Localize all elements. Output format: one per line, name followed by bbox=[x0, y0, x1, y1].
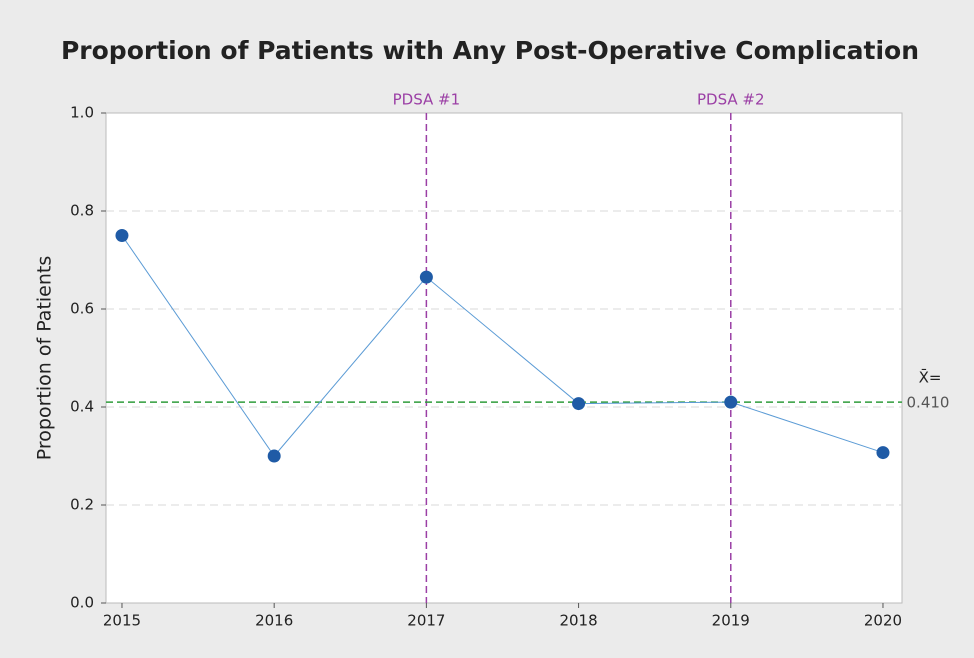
phase-label: PDSA #2 bbox=[697, 91, 765, 109]
y-tick-label: 0.2 bbox=[70, 496, 94, 514]
mean-symbol: X̄= bbox=[919, 368, 942, 387]
x-tick-label: 2016 bbox=[255, 612, 293, 630]
x-tick-label: 2019 bbox=[712, 612, 750, 630]
data-point bbox=[115, 229, 129, 242]
y-tick-label: 0.4 bbox=[70, 398, 94, 416]
y-tick-label: 0.0 bbox=[70, 594, 94, 612]
x-tick-label: 2015 bbox=[103, 612, 141, 630]
x-tick-label: 2018 bbox=[559, 612, 597, 630]
plot-area bbox=[105, 112, 903, 604]
data-point bbox=[876, 446, 890, 460]
y-axis-label: Proportion of Patients bbox=[34, 256, 56, 460]
data-point bbox=[724, 395, 738, 409]
y-tick-label: 1.0 bbox=[70, 104, 94, 122]
data-point bbox=[572, 397, 586, 411]
data-line bbox=[121, 235, 884, 457]
y-tick-label: 0.8 bbox=[70, 202, 94, 220]
phase-label: PDSA #1 bbox=[393, 91, 461, 109]
x-tick-label: 2017 bbox=[407, 612, 445, 630]
data-point bbox=[419, 270, 433, 284]
mean-label: 0.410 bbox=[907, 394, 950, 412]
data-point bbox=[267, 449, 281, 463]
chart-title: Proportion of Patients with Any Post-Ope… bbox=[61, 36, 919, 65]
y-tick-label: 0.6 bbox=[70, 300, 94, 318]
x-tick-label: 2020 bbox=[864, 612, 902, 630]
